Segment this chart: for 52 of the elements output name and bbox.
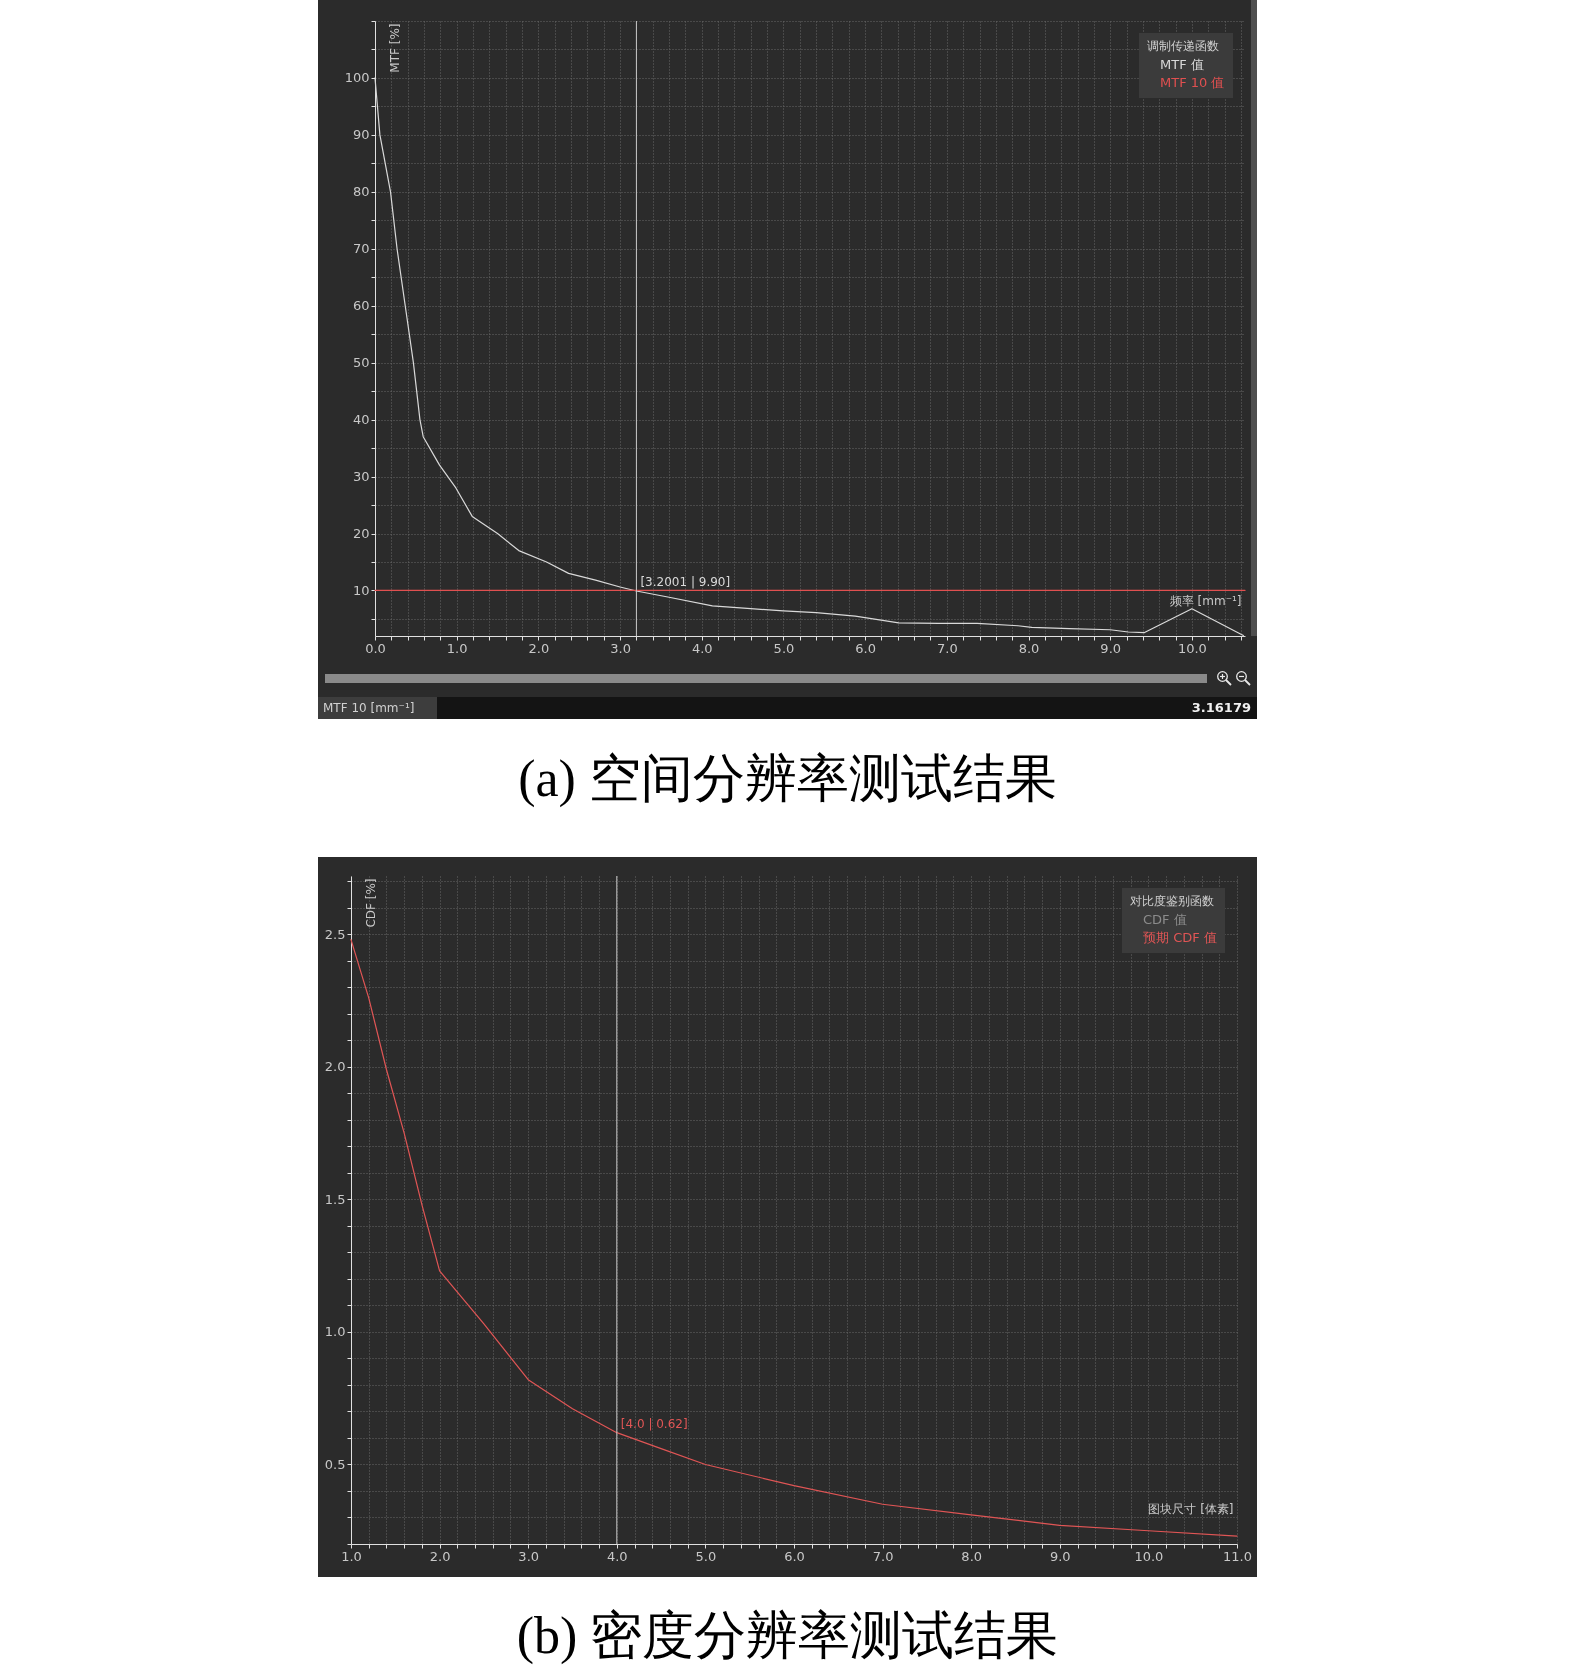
text: (b) 密度分辨率测试结果 [515,1606,1060,1666]
x-axis-title: 图块尺寸 [体素] [1148,1501,1234,1516]
y-tick-label: 40 [352,412,370,428]
x-tick-label: 6.0 [855,640,876,656]
x-axis-title: 频率 [mm⁻¹] [1169,593,1242,608]
x-tick-label: 3.0 [518,1548,540,1564]
y-tick-label: 2.0 [324,1059,346,1075]
x-tick-label: 11.0 [1223,1548,1252,1564]
y-tick-label: 2.5 [324,926,346,942]
x-tick-label: 6.0 [784,1548,805,1564]
x-tick-label: 4.0 [691,640,713,656]
y-tick-label: 1.5 [324,1191,346,1207]
text: 预期 CDF 值 [1143,929,1217,945]
y-tick-label: 90 [352,127,370,143]
y-tick-label: 50 [352,355,370,371]
y-axis-title: CDF [%] [363,878,378,928]
x-tick-label: 1.0 [446,640,468,656]
annotation: [3.2001 | 9.90] [640,575,731,590]
y-tick-label: 80 [352,184,370,200]
text: (a) 空间分辨率测试结果 [517,749,1058,809]
x-tick-label: 10.0 [1134,1548,1164,1564]
x-tick-label: 9.0 [1100,640,1122,656]
y-tick-label: 10 [352,582,370,598]
annotation: [4.0 | 0.62] [620,1416,688,1431]
x-tick-label: 7.0 [872,1548,894,1564]
y-tick-label: 100 [344,70,370,86]
x-tick-label: 2.0 [429,1548,451,1564]
text-field: 3.16179 [437,697,1257,719]
x-tick-label: 8.0 [961,1548,983,1564]
x-tick-label: 2.0 [528,640,550,656]
x-tick-label: 0.0 [365,640,386,656]
x-tick-label: 5.0 [695,1548,717,1564]
y-tick-label: 1.0 [324,1324,346,1340]
x-tick-label: 7.0 [936,640,958,656]
y-tick-label: 60 [352,298,370,314]
x-tick-label: 5.0 [773,640,795,656]
legend-title: 对比度鉴别函数 [1130,894,1214,908]
x-tick-label: 10.0 [1177,640,1207,656]
y-axis-title: MTF [%] [387,23,402,73]
y-tick-label: 0.5 [324,1456,346,1472]
y-tick-label: 20 [352,526,370,541]
text: MTF 10 [mm⁻¹] [318,697,437,719]
x-tick-label: 8.0 [1018,640,1040,656]
x-tick-label: 9.0 [1049,1548,1071,1564]
text: MTF 值 [1160,56,1204,72]
x-tick-label: 4.0 [606,1548,628,1564]
text: MTF 10 值 [1160,74,1225,90]
x-tick-label: 3.0 [610,640,631,656]
y-tick-label: 30 [352,469,370,485]
y-tick-label: 70 [352,241,370,257]
legend-title: 调制传递函数 [1147,39,1219,53]
legend-label: CDF 值 [1143,911,1187,927]
